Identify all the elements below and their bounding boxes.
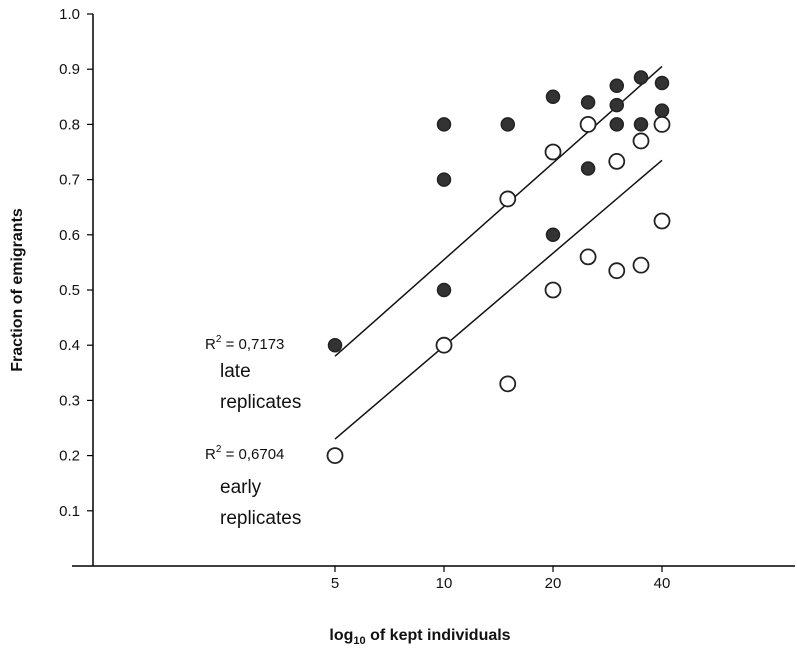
y-tick-label: 0.9 [59,61,80,78]
data-point-late [654,103,670,118]
x-ticks: 5 10 20 40 [331,566,671,592]
data-point-late [633,70,649,85]
data-point-early [632,132,650,150]
late-label-line1: late [220,361,251,382]
axes [72,14,795,567]
data-point-early [653,116,671,133]
x-tick-label: 40 [654,575,671,592]
data-point-early [632,256,650,274]
data-point-early [579,248,597,266]
y-ticks: 0.1 0.2 0.3 0.4 0.5 0.6 0.7 0.8 0.9 1.0 [59,6,93,520]
r2-early-label: R2 = 0,6704 [205,444,284,463]
data-points [326,70,671,465]
data-point-late [654,75,670,91]
data-point-early [579,116,597,133]
data-point-early [544,143,562,161]
y-tick-label: 0.2 [59,448,80,465]
y-tick-label: 0.7 [59,172,80,189]
trendlines [334,65,663,440]
data-point-late [500,117,516,132]
y-tick-label: 0.1 [59,503,80,520]
data-point-early [435,336,453,354]
annotation-early: R2 = 0,6704 early replicates [205,444,301,529]
data-point-early [653,212,671,230]
data-point-early [608,152,626,170]
early-label-line1: early [220,477,262,498]
data-point-late [436,117,452,132]
y-axis-title: Fraction of emigrants [9,208,26,372]
r2-late-label: R2 = 0,7173 [205,334,284,353]
data-point-early [544,281,562,299]
trendline-late [334,65,663,357]
data-point-late [545,227,561,243]
y-tick-label: 0.8 [59,116,80,133]
y-tick-label: 0.4 [59,337,80,354]
data-point-late [436,172,452,187]
data-point-late [633,117,649,132]
data-point-early [499,375,517,393]
y-tick-label: 0.3 [59,392,80,409]
trendline-early [334,159,663,440]
x-tick-label: 20 [545,575,562,592]
data-point-early [499,190,517,208]
late-label-line2: replicates [220,392,301,413]
y-tick-label: 0.5 [59,282,80,299]
annotation-late: R2 = 0,7173 late replicates [205,334,301,413]
data-point-late [609,78,625,94]
early-label-line2: replicates [220,508,301,529]
data-point-late [609,117,625,132]
data-point-late [327,337,343,353]
x-axis-title-subscript: 10 [353,635,365,647]
data-point-late [609,97,625,113]
x-axis-title: log10 of kept individuals [329,627,510,647]
data-point-early [608,262,626,280]
data-point-late [436,282,452,298]
y-tick-label: 0.6 [59,227,80,244]
data-point-late [545,89,561,105]
data-point-late [580,95,596,110]
y-tick-label: 1.0 [59,6,80,23]
data-point-late [580,161,596,176]
data-point-early [326,447,344,465]
x-tick-label: 5 [331,575,339,592]
x-tick-label: 10 [436,575,453,592]
